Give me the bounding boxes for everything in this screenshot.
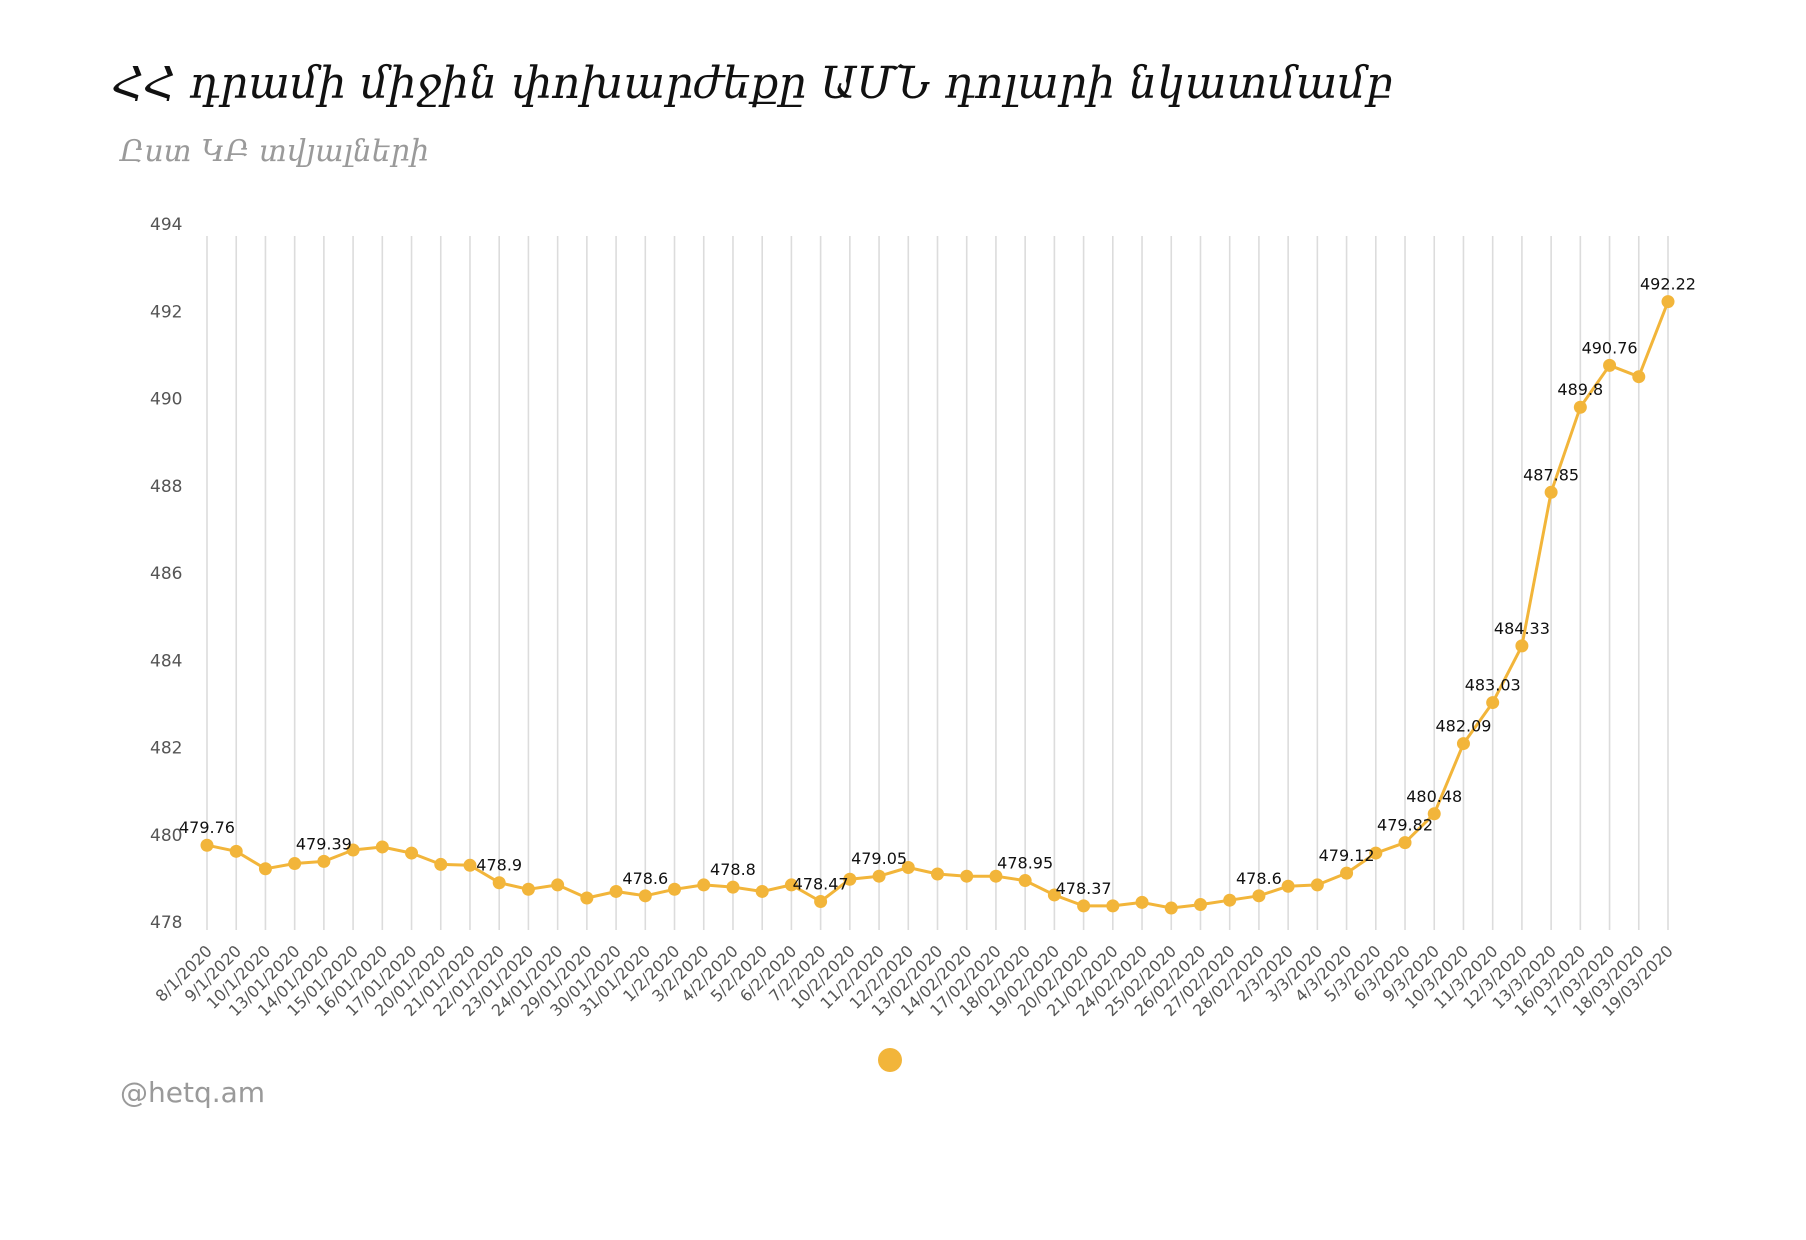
data-point — [609, 884, 623, 898]
data-point — [1427, 807, 1441, 821]
data-label: 478.6 — [1236, 869, 1282, 888]
y-tick-label: 492 — [150, 302, 182, 322]
data-point — [405, 846, 419, 860]
data-label: 490.76 — [1582, 338, 1638, 357]
data-point — [784, 878, 798, 892]
data-point — [1456, 737, 1470, 751]
data-point — [1310, 878, 1324, 892]
data-label: 483.03 — [1465, 676, 1521, 695]
data-point — [1661, 295, 1675, 309]
data-point — [1632, 370, 1646, 384]
data-label: 479.39 — [296, 834, 352, 853]
data-point — [668, 882, 682, 896]
y-tick-label: 486 — [150, 564, 182, 584]
x-axis: 8/1/20209/1/202010/1/202013/01/202014/01… — [152, 941, 1677, 1020]
data-point — [1281, 879, 1295, 893]
y-tick-label: 482 — [150, 739, 182, 759]
data-point — [1018, 874, 1032, 888]
data-point — [1486, 696, 1500, 710]
y-tick-label: 490 — [150, 390, 182, 410]
data-label: 478.95 — [997, 854, 1053, 873]
data-label: 478.47 — [793, 874, 849, 893]
data-point — [1193, 898, 1207, 912]
data-point — [551, 878, 565, 892]
data-point — [258, 862, 272, 876]
data-label: 478.37 — [1056, 879, 1112, 898]
data-point — [1398, 836, 1412, 850]
data-point — [434, 857, 448, 871]
data-label: 479.12 — [1319, 846, 1375, 865]
data-point — [1223, 893, 1237, 907]
data-label: 478.6 — [622, 869, 668, 888]
y-tick-label: 494 — [150, 215, 182, 235]
data-point — [1164, 901, 1178, 915]
data-point — [697, 878, 711, 892]
data-label: 479.76 — [179, 818, 235, 837]
data-label: 478.9 — [476, 856, 522, 875]
data-point — [288, 857, 302, 871]
data-point — [1515, 639, 1529, 653]
data-point — [1077, 899, 1091, 913]
data-label: 487.85 — [1523, 465, 1579, 484]
data-point — [1340, 866, 1354, 880]
data-point — [638, 889, 652, 903]
chart-subtitle: Ըստ ԿԲ տվյալների — [120, 134, 429, 169]
data-point — [317, 854, 331, 868]
data-label: 484.33 — [1494, 619, 1550, 638]
y-tick-label: 480 — [150, 826, 182, 846]
data-point — [989, 869, 1003, 883]
data-point — [521, 882, 535, 896]
data-point — [1047, 888, 1061, 902]
data-point — [1603, 358, 1617, 372]
data-point — [814, 894, 828, 908]
data-label: 482.09 — [1435, 717, 1491, 736]
data-point — [492, 876, 506, 890]
series-points — [200, 295, 1675, 915]
y-axis: 478 480 482 484 486 488 490 492 494 — [150, 215, 182, 933]
data-point — [1106, 899, 1120, 913]
data-point — [463, 858, 477, 872]
y-tick-label: 478 — [150, 913, 182, 933]
data-point — [960, 869, 974, 883]
data-point — [755, 884, 769, 898]
vertical-gridlines — [206, 236, 1669, 930]
y-tick-label: 484 — [150, 651, 182, 671]
data-point — [843, 872, 857, 886]
data-label: 478.8 — [710, 860, 756, 879]
legend-marker — [878, 1048, 902, 1072]
data-point — [375, 840, 389, 854]
data-label: 479.05 — [851, 849, 907, 868]
data-point — [726, 880, 740, 894]
data-point — [346, 843, 360, 857]
data-point — [901, 860, 915, 874]
data-point — [931, 867, 944, 881]
data-point — [872, 869, 886, 883]
data-point — [1369, 846, 1383, 860]
data-point — [1252, 889, 1266, 903]
chart-title: ՀՀ դրամի միջին փոխարժեքը ԱՄՆ դոլարի նկատ… — [112, 58, 1393, 109]
data-point — [580, 891, 594, 905]
data-label: 480.48 — [1406, 787, 1462, 806]
data-point — [1135, 895, 1149, 909]
data-point — [229, 844, 243, 858]
data-point — [1573, 400, 1587, 414]
data-label: 492.22 — [1640, 275, 1696, 294]
y-tick-label: 488 — [150, 477, 182, 497]
data-label: 479.82 — [1377, 816, 1433, 835]
data-point — [200, 838, 214, 852]
source-credit: @hetq.am — [120, 1076, 266, 1109]
data-label: 489.8 — [1557, 380, 1603, 399]
data-point — [1544, 485, 1558, 499]
